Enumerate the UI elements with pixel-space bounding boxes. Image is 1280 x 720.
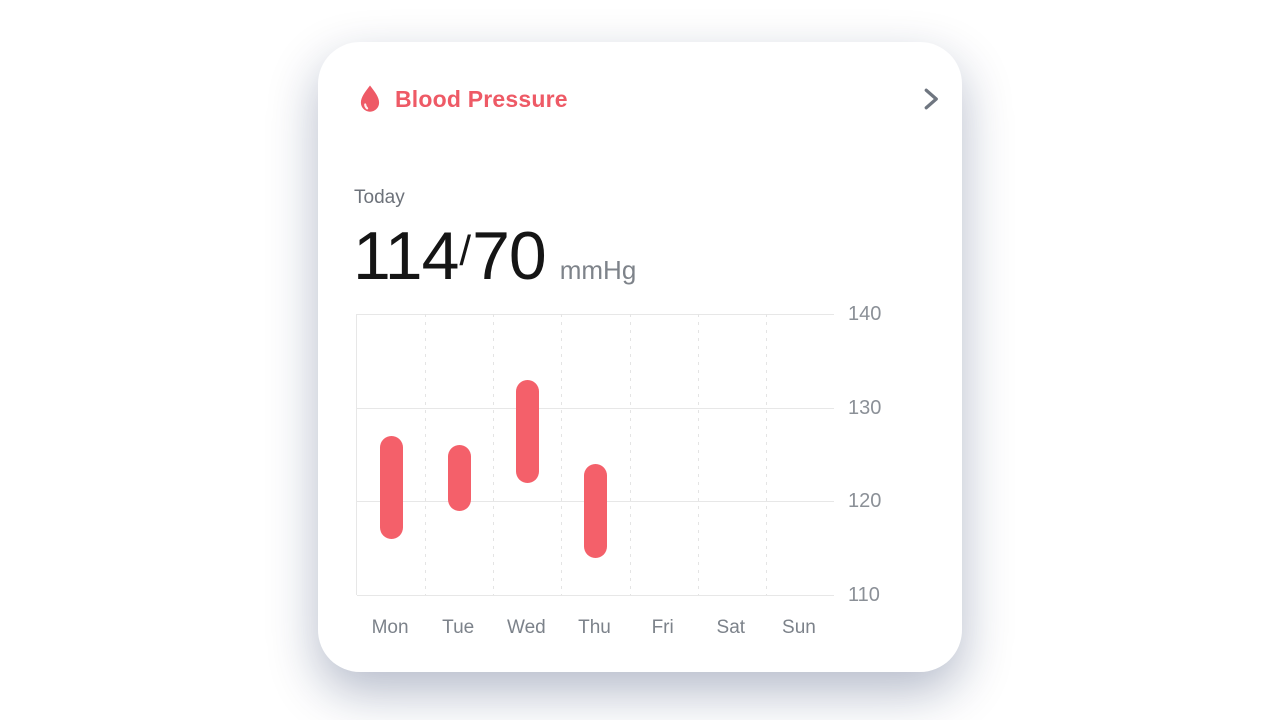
gridline-horizontal [357,595,834,596]
open-details-button[interactable] [914,84,946,116]
x-axis-tick-label: Wed [506,617,546,638]
bp-chart-plot [356,314,834,596]
x-axis-tick-label: Thu [578,617,611,638]
range-bar-thu [584,463,607,558]
bp-reading: 114/70 mmHg [353,217,636,295]
chevron-right-icon [924,88,938,110]
range-bar-wed [515,379,539,483]
blood-pressure-widget-card[interactable]: Blood Pressure Today 114/70 mmHg 110 120 1… [318,42,962,672]
y-axis-tick-label: 140 [848,303,882,325]
x-axis-tick-label: Sat [716,617,746,638]
x-axis-tick-label: Sun [782,617,816,638]
gridline-horizontal [357,407,834,409]
reading-unit: mmHg [559,255,637,285]
card-header: Blood Pressure [354,84,926,116]
x-axis-tick-label: Tue [442,617,475,638]
blood-drop-icon [360,85,380,112]
diastolic-value: 70 [472,218,547,294]
bp-chart-xlabels: Mon Tue Wed Thu Fri Sat Sun [356,617,834,641]
y-axis-tick-label: 130 [848,396,882,419]
y-axis-tick-label: 120 [848,490,882,513]
gridline-vertical-dashed [697,314,699,595]
gridline-vertical-dashed [425,314,427,595]
gridline-vertical-dashed [765,314,767,595]
y-axis-tick-label: 110 [848,584,880,606]
x-axis-tick-label: Mon [371,617,409,638]
gridline-vertical-dashed [629,314,631,595]
gridline-horizontal [357,314,834,315]
reading-separator: / [459,227,472,274]
card-title: Blood Pressure [395,86,568,112]
period-label: Today [354,187,405,208]
gridline-vertical-dashed [493,314,495,595]
systolic-value: 114 [353,218,459,294]
bp-weekly-chart [356,314,834,596]
x-axis-tick-label: Fri [651,617,674,638]
gridline-vertical-dashed [561,314,563,595]
bp-chart-ylabels: 110 120 130 140 [848,303,908,606]
range-bar-mon [379,435,403,539]
range-bar-tue [447,445,471,511]
